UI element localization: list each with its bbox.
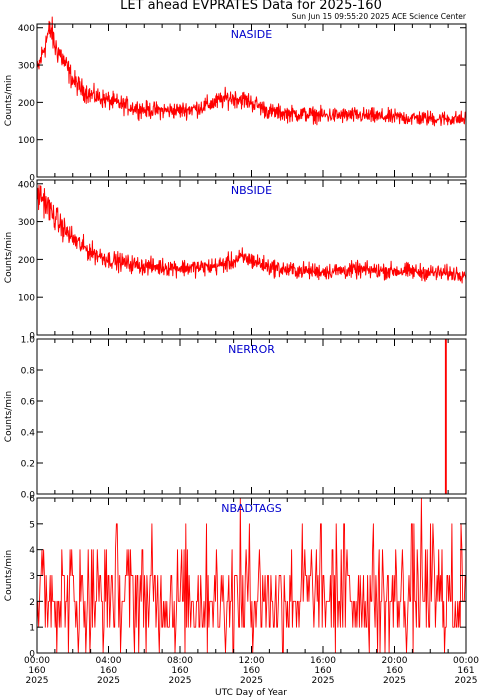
x-tick-time: 20:00 <box>382 656 408 666</box>
y-axis-label: Counts/min <box>4 391 14 442</box>
y-tick-label: 200 <box>18 256 35 266</box>
x-tick-day: 160 <box>100 666 117 676</box>
y-tick-label: 300 <box>18 62 35 72</box>
x-tick-year: 2025 <box>383 676 406 686</box>
x-tick-year: 2025 <box>240 676 263 686</box>
y-tick-label: 2 <box>29 598 35 608</box>
y-tick-label: 100 <box>18 294 35 304</box>
panel-frame <box>36 338 467 495</box>
x-tick-day: 160 <box>243 666 260 676</box>
x-tick-time: 08:00 <box>167 656 193 666</box>
y-tick-label: 1.0 <box>21 336 36 346</box>
y-tick-label: 0.0 <box>21 491 36 501</box>
x-tick-time: 00:00 <box>24 656 50 666</box>
y-tick-label: 0.4 <box>21 429 36 439</box>
y-tick-label: 4 <box>29 546 35 556</box>
x-tick-day: 160 <box>171 666 188 676</box>
panel-nbside: 0 100 200 300 400 NBSIDE Counts/min <box>4 179 467 342</box>
x-tick-year: 2025 <box>455 676 478 686</box>
x-tick-year: 2025 <box>312 676 335 686</box>
y-tick-label: 300 <box>18 218 35 228</box>
panel-label-nbadtags: NBADTAGS <box>221 502 281 515</box>
panel-nbadtags: 0 1 2 3 4 5 6 NBADTAGS Counts/min <box>4 495 467 660</box>
series-line-nerror <box>37 338 466 495</box>
x-tick-time: 16:00 <box>310 656 336 666</box>
x-tick-year: 2025 <box>26 676 49 686</box>
panel-label-nbside: NBSIDE <box>231 184 272 197</box>
y-tick-label: 1 <box>29 624 35 634</box>
chart-title: LET ahead EVPRATES Data for 2025-160 <box>120 0 382 13</box>
y-tick-label: 0.2 <box>21 460 35 470</box>
y-tick-label: 400 <box>18 180 35 190</box>
x-tick-day: 161 <box>457 666 474 676</box>
x-tick-day: 160 <box>28 666 45 676</box>
y-axis-label: Counts/min <box>4 550 14 601</box>
panel-label-nerror: NERROR <box>228 343 275 356</box>
series-line-nbside <box>36 184 467 284</box>
x-tick-time: 04:00 <box>96 656 122 666</box>
x-axis-tick-labels: 00:00160202504:00160202508:00160202512:0… <box>24 656 479 686</box>
x-tick-time: 00:00 <box>453 656 479 666</box>
y-tick-label: 0 <box>29 650 35 660</box>
x-tick-day: 160 <box>314 666 331 676</box>
series-line-nbadtags <box>36 497 466 654</box>
y-tick-label: 100 <box>18 136 35 146</box>
y-tick-label: 200 <box>18 99 35 109</box>
x-tick-year: 2025 <box>169 676 192 686</box>
x-tick-time: 12:00 <box>239 656 265 666</box>
y-tick-label: 0.8 <box>21 367 36 377</box>
y-tick-label: 0 <box>29 332 35 342</box>
y-tick-label: 0 <box>29 174 35 184</box>
x-axis-label: UTC Day of Year <box>215 688 287 698</box>
y-tick-label: 5 <box>29 520 35 530</box>
chart-subtitle: Sun Jun 15 09:55:20 2025 ACE Science Cen… <box>292 12 467 21</box>
y-tick-label: 0.6 <box>21 398 36 408</box>
y-axis-label: Counts/min <box>4 232 14 283</box>
panels-group: 0 100 200 300 400 NASIDE Counts/min 0 100 200 300 4… <box>4 16 467 660</box>
y-tick-label: 6 <box>29 495 35 505</box>
panel-nerror: 0.0 0.2 0.4 0.6 0.8 1.0 NERROR Counts/min <box>4 336 467 501</box>
y-tick-label: 3 <box>29 572 35 582</box>
y-tick-label: 400 <box>18 24 35 34</box>
panel-naside: 0 100 200 300 400 NASIDE Counts/min <box>4 16 467 184</box>
panel-label-naside: NASIDE <box>231 28 272 41</box>
x-tick-day: 160 <box>386 666 403 676</box>
x-tick-year: 2025 <box>97 676 120 686</box>
y-axis-label: Counts/min <box>4 75 14 126</box>
series-line-naside <box>36 16 467 127</box>
